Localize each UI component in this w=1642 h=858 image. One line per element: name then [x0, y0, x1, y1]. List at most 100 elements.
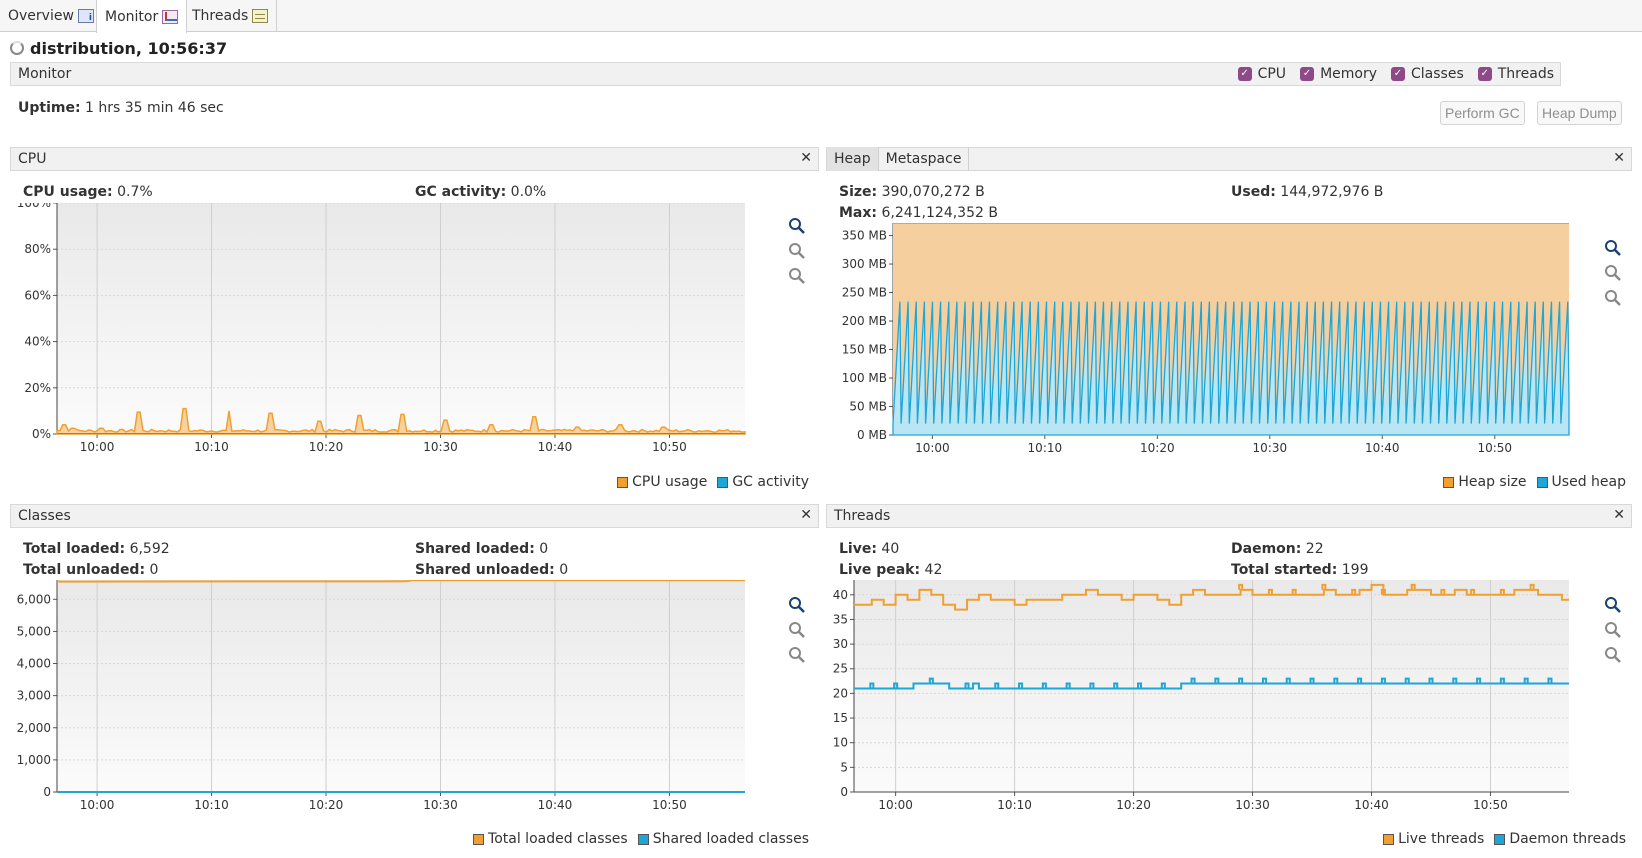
x-tick-label: 10:20	[309, 798, 344, 812]
page-title: distribution, 10:56:37	[30, 38, 228, 58]
thread-blip	[869, 682, 875, 689]
tab-overview[interactable]: Overview	[0, 0, 103, 32]
thread-blip	[1529, 583, 1535, 590]
thread-blip	[994, 682, 1000, 689]
zoom-out-icon[interactable]	[1604, 264, 1622, 282]
memory-checkbox[interactable]: ✓ Memory	[1300, 66, 1377, 82]
y-tick-label: 5	[840, 760, 848, 774]
tab-monitor[interactable]: Monitor	[96, 0, 188, 33]
total-loaded-label: Total loaded:	[23, 541, 126, 557]
heap-max-value: 6,241,124,352 B	[881, 205, 998, 221]
y-tick-label: 0%	[32, 427, 51, 441]
close-icon[interactable]: ✕	[1613, 150, 1625, 166]
classes-panel-title: Classes	[18, 508, 71, 524]
tab-metaspace[interactable]: Metaspace	[879, 147, 970, 171]
heap-dump-button[interactable]: Heap Dump	[1537, 101, 1622, 125]
y-tick-label: 40%	[24, 335, 51, 349]
total-loaded-stat: Total loaded: 6,592	[23, 541, 170, 557]
thread-blip	[1380, 588, 1386, 595]
zoom-fit-icon[interactable]	[788, 267, 806, 285]
total-unloaded-value: 0	[149, 562, 159, 578]
monitor-chart-icon	[162, 9, 179, 24]
zoom-out-icon[interactable]	[1604, 621, 1622, 639]
zoom-fit-icon[interactable]	[1604, 289, 1622, 307]
zoom-out-icon[interactable]	[788, 242, 806, 260]
shared-unloaded-value: 0	[559, 562, 569, 578]
threads-checkbox[interactable]: ✓ Threads	[1477, 66, 1554, 82]
legend-swatch	[1383, 833, 1395, 845]
zoom-fit-icon[interactable]	[788, 646, 806, 664]
y-tick-label: 2,000	[17, 721, 51, 735]
threads-panel-header: Threads ✕	[826, 504, 1632, 528]
legend-item-total-loaded: Total loaded classes	[473, 831, 628, 847]
x-tick-label: 10:40	[538, 798, 573, 812]
thread-blip	[1547, 677, 1553, 684]
y-tick-label: 150 MB	[842, 343, 887, 357]
main-tab-bar: Overview Monitor Threads	[0, 0, 1642, 33]
classes-zoom-controls	[788, 596, 806, 671]
total-started-stat: Total started: 199	[1231, 562, 1369, 578]
close-icon[interactable]: ✕	[1613, 507, 1625, 523]
thread-blip	[893, 682, 899, 689]
tab-heap[interactable]: Heap	[827, 147, 879, 171]
zoom-in-icon[interactable]	[788, 596, 806, 614]
y-tick-label: 0 MB	[857, 428, 887, 442]
thread-blip	[1380, 677, 1386, 684]
legend-label: Heap size	[1458, 474, 1527, 490]
thread-blip	[1428, 677, 1434, 684]
tab-threads[interactable]: Threads	[184, 0, 278, 32]
cpu-panel: CPU ✕ CPU usage: 0.7% GC activity: 0.0% …	[10, 147, 819, 497]
thread-blip	[1214, 677, 1220, 684]
thread-blip	[1357, 677, 1363, 684]
heap-size-label: Size:	[839, 184, 878, 200]
perform-gc-button[interactable]: Perform GC	[1440, 101, 1525, 125]
heap-max-label: Max:	[839, 205, 878, 221]
thread-blip	[1089, 682, 1095, 689]
threads-checkbox-label: Threads	[1497, 66, 1554, 82]
zoom-in-icon[interactable]	[1604, 239, 1622, 257]
thread-blip	[1452, 677, 1458, 684]
thread-blip	[964, 682, 970, 689]
legend-swatch	[473, 833, 485, 845]
monitor-section-label: Monitor	[18, 66, 72, 82]
x-tick-label: 10:40	[1365, 441, 1400, 455]
heap-max-stat: Max: 6,241,124,352 B	[839, 205, 998, 221]
heap-chart: 10:00 10:10 10:20 10:30 10:40 10:50 0 MB 50 MB 1…	[842, 223, 1570, 455]
zoom-fit-icon[interactable]	[1604, 646, 1622, 664]
thread-blip	[1309, 677, 1315, 684]
plot-area	[57, 203, 745, 434]
legend-swatch	[1443, 476, 1455, 488]
cpu-usage-stat: CPU usage: 0.7%	[23, 184, 153, 200]
close-icon[interactable]: ✕	[800, 507, 812, 523]
y-tick-label: 300 MB	[842, 257, 887, 271]
y-tick-label: 0	[840, 785, 848, 799]
classes-checkbox[interactable]: ✓ Classes	[1391, 66, 1464, 82]
y-tick-label: 40	[833, 588, 848, 602]
daemon-threads-stat: Daemon: 22	[1231, 541, 1324, 557]
zoom-in-icon[interactable]	[788, 217, 806, 235]
cpu-checkbox-label: CPU	[1257, 66, 1287, 82]
live-peak-label: Live peak:	[839, 562, 921, 578]
y-tick-label: 4,000	[17, 657, 51, 671]
x-tick-label: 10:50	[652, 440, 687, 454]
zoom-in-icon[interactable]	[1604, 596, 1622, 614]
heap-size-stat: Size: 390,070,272 B	[839, 184, 985, 200]
heap-panel-header: Heap Metaspace ✕	[826, 147, 1632, 171]
y-tick-label: 250 MB	[842, 286, 887, 300]
legend-swatch	[617, 476, 629, 488]
zoom-out-icon[interactable]	[788, 621, 806, 639]
app-title-row: distribution, 10:56:37	[10, 36, 227, 60]
threads-legend: Live threads Daemon threads	[1383, 831, 1626, 847]
total-unloaded-label: Total unloaded:	[23, 562, 146, 578]
cpu-usage-series	[56, 407, 746, 435]
thread-blip	[1065, 682, 1071, 689]
shared-loaded-stat: Shared loaded: 0	[415, 541, 548, 557]
thread-blip	[1440, 588, 1446, 595]
thread-blip	[1499, 588, 1505, 595]
close-icon[interactable]: ✕	[800, 150, 812, 166]
total-started-value: 199	[1341, 562, 1369, 578]
x-tick-label: 10:50	[1473, 798, 1508, 812]
x-tick-label: 10:40	[1354, 798, 1389, 812]
cpu-checkbox[interactable]: ✓ CPU	[1237, 66, 1287, 82]
x-tick-label: 10:30	[1253, 441, 1288, 455]
